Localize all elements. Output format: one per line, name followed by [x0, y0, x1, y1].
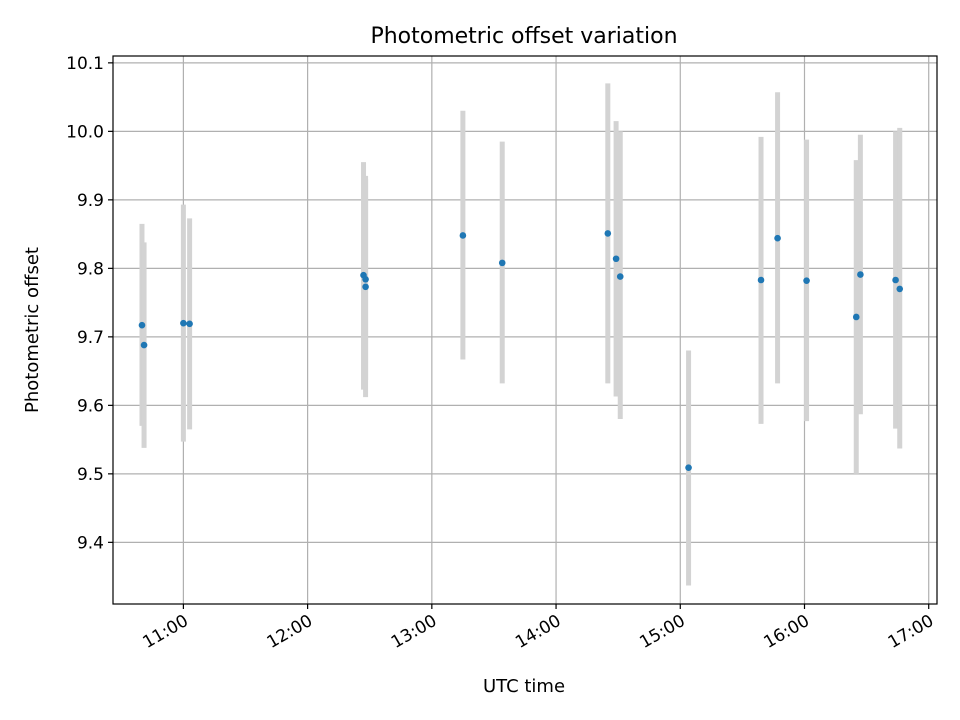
- data-point: [612, 255, 620, 263]
- data-point: [616, 273, 624, 280]
- data-point: [896, 285, 904, 293]
- data-point: [892, 276, 899, 284]
- data-point: [604, 230, 612, 237]
- data-point: [803, 277, 810, 284]
- x-axis: 11:00 12:00 13:00 14:00 15:00 16:00 17:00: [139, 604, 937, 653]
- data-point: [685, 464, 692, 471]
- x-tick-label: 17:00: [885, 611, 937, 653]
- x-tick-label: 11:00: [139, 611, 191, 653]
- y-axis-label: Photometric offset: [22, 247, 43, 413]
- data-point: [757, 276, 765, 284]
- data-point: [857, 271, 864, 278]
- y-tick-label: 9.8: [77, 259, 104, 279]
- grid: [113, 56, 937, 604]
- y-tick-label: 9.9: [77, 191, 104, 211]
- plot-frame: [112, 55, 938, 605]
- x-tick-label: 14:00: [512, 611, 564, 653]
- data-point: [774, 234, 781, 242]
- y-tick-label: 9.4: [77, 533, 104, 553]
- x-tick-label: 12:00: [264, 611, 316, 653]
- y-tick-label: 9.6: [77, 396, 104, 416]
- data-point: [498, 259, 506, 267]
- y-axis: 9.4 9.5 9.6 9.7 9.8 9.9 10.0 10.1: [66, 54, 113, 553]
- data-point: [186, 320, 193, 328]
- data-point: [852, 313, 860, 321]
- y-tick-label: 9.7: [77, 328, 104, 348]
- data-points: [138, 230, 904, 471]
- y-tick-label: 10.0: [66, 122, 104, 142]
- y-tick-label: 10.1: [66, 54, 104, 74]
- data-point: [362, 276, 369, 283]
- x-tick-label: 13:00: [388, 611, 440, 653]
- data-point: [459, 232, 467, 239]
- errorbars: [139, 83, 903, 586]
- data-point: [138, 321, 146, 329]
- x-axis-label: UTC time: [483, 676, 565, 697]
- y-tick-label: 9.5: [77, 465, 104, 485]
- x-tick-label: 15:00: [636, 611, 688, 653]
- data-point: [140, 341, 148, 349]
- x-tick-label: 16:00: [761, 611, 813, 653]
- chart-title: Photometric offset variation: [370, 24, 677, 49]
- data-point: [362, 283, 369, 291]
- data-point: [180, 319, 187, 327]
